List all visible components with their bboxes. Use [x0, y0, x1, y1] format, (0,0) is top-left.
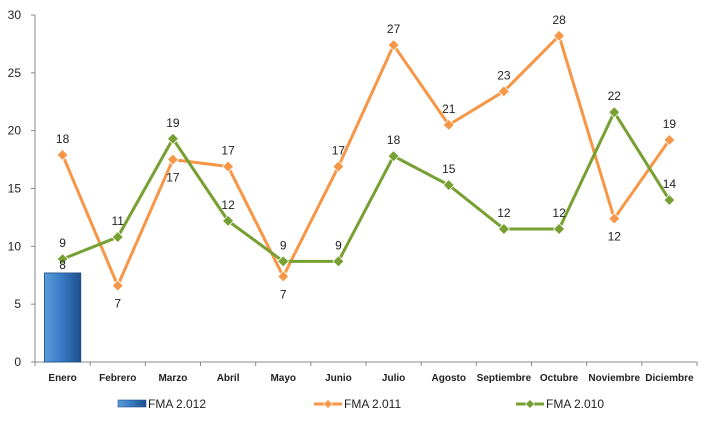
point-marker: [663, 194, 676, 207]
point-marker: [608, 106, 621, 119]
line-data-label: 9: [280, 238, 287, 252]
line-data-label: 17: [166, 171, 180, 185]
point-marker: [111, 279, 124, 292]
line-data-label: 19: [663, 117, 677, 131]
line-data-label: 18: [56, 132, 70, 146]
point-marker: [442, 118, 455, 131]
line-data-label: 14: [663, 177, 677, 191]
x-category-label: Diciembre: [645, 373, 694, 384]
line-data-label: 22: [608, 89, 622, 103]
line-data-label: 11: [112, 214, 125, 228]
legend-label: FMA 2.010: [546, 397, 604, 411]
line-data-label: 7: [114, 297, 121, 311]
x-category-label: Noviembre: [588, 373, 640, 384]
point-marker: [663, 133, 676, 146]
series-line: [61, 34, 671, 288]
lines: [56, 29, 676, 292]
point-marker: [56, 252, 69, 266]
point-marker: [222, 214, 235, 227]
point-marker: [222, 160, 235, 173]
legend-label: FMA 2.011: [344, 397, 401, 411]
point-marker: [56, 148, 69, 162]
y-tick-label: 5: [14, 297, 21, 311]
y-tick-label: 25: [8, 66, 22, 80]
line-data-label: 7: [280, 287, 287, 301]
point-marker: [166, 132, 179, 145]
legend: FMA 2.012 FMA 2.011 FMA 2.010: [117, 397, 604, 411]
point-marker: [111, 231, 124, 244]
x-category-label: Mayo: [270, 373, 296, 384]
point-marker: [277, 270, 290, 283]
x-category-label: Octubre: [540, 373, 579, 384]
line-data-label: 21: [442, 102, 456, 116]
x-category-label: Abril: [217, 373, 240, 384]
point-marker: [497, 85, 510, 98]
y-tick-label: 20: [8, 124, 22, 138]
line-data-label: 28: [552, 13, 566, 27]
axes: 0 5 10 15 20 25 30 Enero Febrero Marzo Abril Mayo Ju…: [8, 8, 698, 384]
point-marker: [387, 39, 400, 52]
bars: [43, 272, 82, 363]
line-data-label: 19: [166, 116, 180, 130]
point-marker: [332, 160, 345, 173]
point-marker: [497, 222, 510, 236]
line-data-label: 17: [221, 144, 235, 158]
y-tick-label: 0: [14, 355, 21, 369]
bar-data-label: 8: [59, 258, 66, 272]
x-category-label: Septiembre: [477, 373, 532, 384]
legend-label: FMA 2.012: [148, 397, 206, 411]
point-marker: [166, 153, 179, 166]
x-category-label: Julio: [382, 373, 405, 384]
y-tick-label: 10: [8, 239, 22, 253]
line-data-label: 23: [497, 68, 511, 82]
legend-swatch-bar: [117, 399, 147, 408]
point-marker: [332, 255, 345, 268]
line-data-label: 12: [497, 206, 511, 220]
data-labels: 8 18 7 17 17 7 17 27 21 23 28 12 19 9 11 19 12 9 9 18 15 12 12…: [56, 13, 677, 311]
y-tick-label: 15: [8, 182, 22, 196]
point-marker: [608, 212, 621, 225]
point-marker: [442, 178, 455, 192]
legend-marker: [323, 399, 333, 409]
line-data-label: 17: [332, 144, 346, 158]
point-marker: [277, 255, 290, 268]
line-data-label: 27: [387, 22, 401, 36]
point-marker: [553, 222, 566, 236]
point-marker: [387, 150, 400, 163]
x-category-label: Febrero: [99, 373, 136, 384]
point-marker: [553, 29, 566, 42]
x-category-label: Agosto: [432, 373, 466, 384]
bar: [43, 272, 82, 363]
line-data-label: 12: [221, 198, 235, 212]
line-data-label: 15: [442, 162, 456, 176]
x-category-label: Marzo: [158, 373, 187, 384]
legend-marker: [525, 399, 535, 409]
x-category-label: Enero: [48, 373, 76, 384]
line-data-label: 12: [552, 206, 566, 220]
line-data-label: 9: [335, 238, 342, 252]
x-category-label: Junio: [325, 373, 352, 384]
line-data-label: 18: [387, 133, 401, 147]
series-line: [61, 110, 671, 263]
y-tick-label: 30: [8, 8, 22, 22]
line-data-label: 12: [608, 230, 622, 244]
line-data-label: 9: [59, 236, 66, 250]
